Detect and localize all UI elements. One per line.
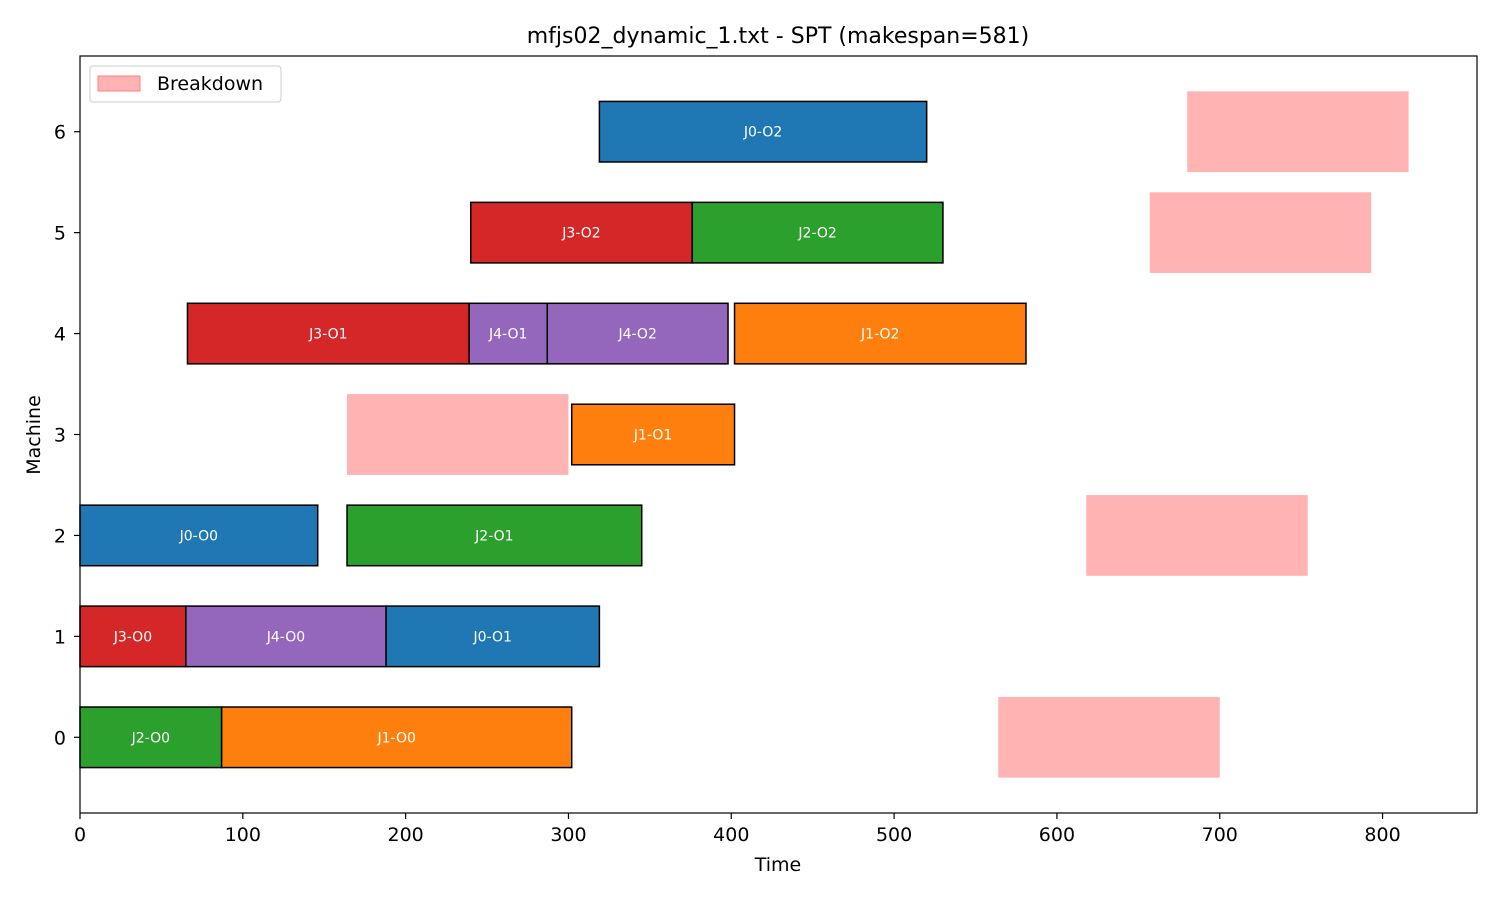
operation-label-j3-o1: J3-O1 (308, 327, 347, 343)
operation-label-j1-o1: J1-O1 (633, 428, 672, 444)
x-tick-label: 500 (876, 824, 912, 846)
y-tick-label: 4 (54, 324, 66, 346)
operation-bar-j0-o0 (79, 504, 319, 567)
operation-label-j4-o2: J4-O2 (617, 327, 656, 343)
operation-bar-j1-o2 (733, 302, 1027, 365)
operation-label-j2-o2: J2-O2 (797, 226, 836, 242)
x-tick-label: 0 (74, 824, 86, 846)
operation-label-j1-o2: J1-O2 (860, 327, 899, 343)
operation-label-layer: J2-O0 J1-O0 J3-O0 J4-O0 J0-O1 J0-O0 J2-O1 J1-O1… (113, 125, 900, 747)
breakdown-bar-m5 (1149, 192, 1372, 274)
y-tick-label: 6 (54, 122, 66, 144)
operation-bar-j0-o2 (598, 100, 928, 163)
breakdown-bar-m0 (998, 696, 1220, 778)
operation-label-j3-o2: J3-O2 (561, 226, 600, 242)
operation-label-j3-o0: J3-O0 (113, 629, 152, 645)
operation-label-j4-o0: J4-O0 (266, 629, 305, 645)
legend: Breakdown (89, 65, 282, 103)
operation-label-j1-o0: J1-O0 (376, 730, 415, 746)
operation-bar-j2-o2 (691, 201, 944, 264)
breakdown-bar-m3 (347, 394, 569, 475)
operation-label-j4-o1: J4-O1 (488, 327, 527, 343)
operation-bar-layer (79, 100, 1027, 769)
y-tick-label: 3 (54, 425, 66, 447)
legend-swatch-breakdown (97, 75, 141, 92)
operation-bar-j1-o0 (220, 706, 573, 769)
operation-bar-j3-o2 (470, 201, 693, 264)
y-tick-label: 2 (54, 525, 66, 547)
operation-bar-j0-o1 (385, 605, 601, 668)
x-axis-ticks: 0 100 200 300 400 500 600 700 800 (74, 813, 1401, 846)
operation-bar-j2-o1 (346, 504, 643, 567)
y-tick-label: 0 (54, 727, 66, 749)
breakdown-bar-m2 (1086, 495, 1308, 576)
breakdown-layer (347, 91, 1409, 778)
operation-label-j0-o2: J0-O2 (743, 125, 782, 141)
operation-bar-j4-o1 (468, 302, 549, 365)
x-tick-label: 600 (1039, 824, 1075, 846)
x-axis-label: Time (754, 854, 802, 876)
x-tick-label: 300 (550, 824, 586, 846)
breakdown-bar-m6 (1187, 91, 1409, 173)
legend-frame (89, 65, 282, 103)
x-tick-label: 100 (225, 824, 261, 846)
y-axis-ticks: 0 1 2 3 4 5 6 (54, 122, 80, 749)
operation-bar-j4-o2 (546, 302, 729, 365)
x-tick-label: 700 (1202, 824, 1238, 846)
operation-label-j2-o0: J2-O0 (131, 730, 170, 746)
chart-title: mfjs02_dynamic_1.txt - SPT (makespan=581… (527, 24, 1030, 49)
operation-label-j0-o1: J0-O1 (473, 629, 512, 645)
operation-label-j2-o1: J2-O1 (474, 528, 513, 544)
y-tick-label: 5 (54, 223, 66, 245)
y-tick-label: 1 (54, 626, 66, 648)
y-axis-label: Machine (23, 395, 45, 475)
x-tick-label: 200 (388, 824, 424, 846)
operation-bar-j1-o1 (570, 403, 736, 466)
operation-label-j0-o0: J0-O0 (179, 528, 218, 544)
operation-bar-j4-o0 (185, 605, 387, 668)
legend-label-breakdown: Breakdown (157, 73, 263, 95)
x-tick-label: 400 (713, 824, 749, 846)
x-tick-label: 800 (1364, 824, 1400, 846)
